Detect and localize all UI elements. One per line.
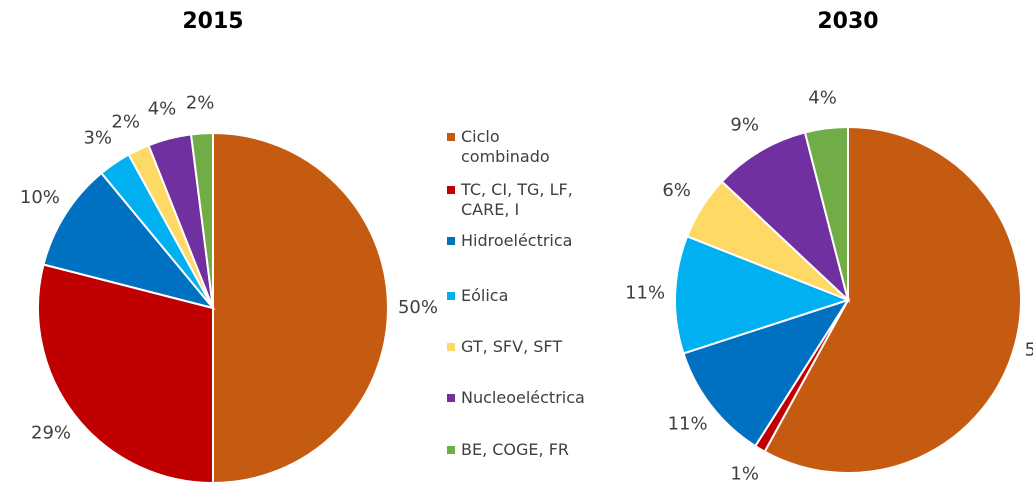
legend-swatch: [447, 446, 455, 454]
data-label: 2%: [111, 112, 140, 133]
legend-item: TC, CI, TG, LF, CARE, I: [447, 180, 587, 220]
pie-slice: [42, 171, 216, 310]
legend-label: Eólica: [461, 286, 509, 305]
legend-label: Hidroeléctrica: [461, 231, 573, 250]
data-label: 9%: [730, 114, 759, 135]
legend-item: GT, SFV, SFT: [447, 337, 587, 357]
legend-item: Hidroeléctrica: [447, 231, 587, 251]
pie-slice: [189, 131, 214, 309]
legend-label: Nucleoeléctrica: [461, 388, 585, 407]
legend-item: Ciclo combinado: [447, 127, 587, 167]
legend-label: Ciclo combinado: [461, 127, 550, 166]
data-label: 50%: [398, 297, 438, 318]
legend-swatch: [447, 394, 455, 402]
legend-item: BE, COGE, FR: [447, 440, 587, 460]
legend-label: TC, CI, TG, LF, CARE, I: [461, 180, 573, 219]
data-label: 6%: [662, 180, 691, 201]
data-label: 11%: [668, 413, 708, 434]
data-label: 29%: [31, 423, 71, 444]
pie-slice: [674, 235, 851, 355]
chart-title: 2030: [817, 9, 878, 34]
legend-item: Eólica: [447, 286, 587, 306]
legend-swatch: [447, 133, 455, 141]
chart-title: 2015: [182, 9, 243, 34]
data-label: 10%: [20, 187, 60, 208]
legend-label: GT, SFV, SFT: [461, 337, 563, 356]
pie-slice: [803, 125, 849, 301]
legend-swatch: [447, 292, 455, 300]
legend-swatch: [447, 237, 455, 245]
pie-slice: [212, 131, 389, 482]
pie-slice: [763, 125, 1022, 474]
data-label: 4%: [808, 88, 837, 109]
legend-item: Nucleoeléctrica: [447, 388, 587, 408]
data-label: 1%: [730, 464, 759, 482]
legend-swatch: [447, 343, 455, 351]
data-label: 58%: [1025, 339, 1033, 360]
data-label: 4%: [148, 98, 177, 119]
data-label: 2%: [186, 92, 215, 113]
pie-slice: [37, 263, 214, 482]
data-label: 11%: [625, 283, 665, 304]
legend-swatch: [447, 186, 455, 194]
legend-label: BE, COGE, FR: [461, 440, 570, 459]
pie-slice: [682, 298, 851, 448]
pie-slice: [720, 131, 850, 304]
data-label: 3%: [83, 127, 112, 148]
